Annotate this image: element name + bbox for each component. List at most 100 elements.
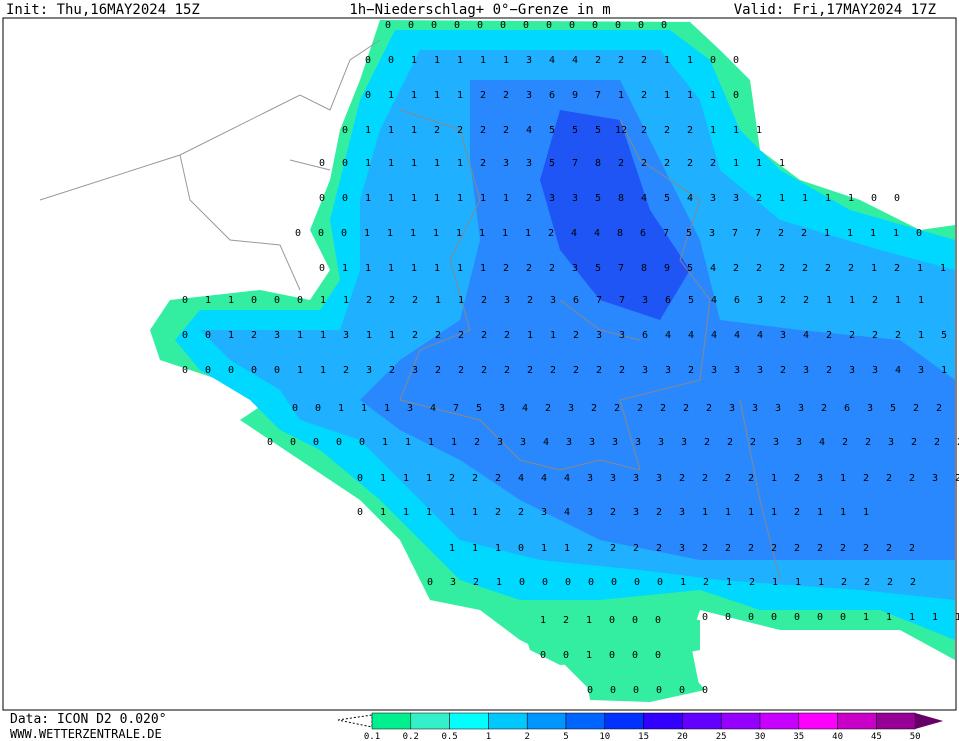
- grid-value: 1: [941, 365, 947, 376]
- legend-swatch: [526, 712, 567, 730]
- grid-value: 2: [472, 473, 478, 484]
- grid-value: 1: [434, 158, 440, 169]
- grid-value: 2: [587, 543, 593, 554]
- grid-value: 0: [710, 55, 716, 66]
- grid-value: 0: [342, 193, 348, 204]
- grid-value: 2: [434, 125, 440, 136]
- grid-value: 2: [637, 403, 643, 414]
- grid-value: 2: [826, 330, 832, 341]
- grid-value: 6: [642, 330, 648, 341]
- grid-value: 0: [871, 193, 877, 204]
- grid-value: 0: [357, 507, 363, 518]
- grid-value: 2: [725, 473, 731, 484]
- grid-value: 1: [384, 403, 390, 414]
- grid-value: 4: [757, 330, 763, 341]
- grid-value: 0: [342, 158, 348, 169]
- grid-value: 2: [704, 437, 710, 448]
- grid-value: 3: [343, 330, 349, 341]
- grid-value: 7: [572, 158, 578, 169]
- grid-value: 0: [518, 543, 524, 554]
- grid-value: 0: [251, 365, 257, 376]
- grid-value: 4: [571, 228, 577, 239]
- grid-value: 3: [499, 403, 505, 414]
- grid-value: 7: [596, 295, 602, 306]
- grid-value: 0: [655, 615, 661, 626]
- grid-value: 2: [887, 577, 893, 588]
- grid-value: 0: [523, 20, 529, 31]
- grid-value: 1: [918, 295, 924, 306]
- grid-value: 0: [292, 403, 298, 414]
- grid-value: 1: [472, 543, 478, 554]
- grid-value: 1: [365, 125, 371, 136]
- grid-value: 1: [733, 125, 739, 136]
- grid-value: 3: [658, 437, 664, 448]
- grid-value: 2: [641, 125, 647, 136]
- grid-value: 2: [474, 437, 480, 448]
- grid-value: 2: [495, 507, 501, 518]
- grid-value: 3: [665, 365, 671, 376]
- grid-value: 0: [840, 612, 846, 623]
- grid-value: 1: [932, 612, 938, 623]
- legend-swatch: [682, 712, 722, 730]
- grid-value: 1: [586, 650, 592, 661]
- grid-value: 1: [388, 263, 394, 274]
- grid-value: 6: [734, 295, 740, 306]
- grid-value: 0: [661, 20, 667, 31]
- grid-value: 2: [366, 295, 372, 306]
- grid-value: 0: [408, 20, 414, 31]
- precip-area: [585, 670, 705, 702]
- grid-value: 2: [801, 228, 807, 239]
- grid-value: 2: [591, 403, 597, 414]
- grid-value: 2: [779, 263, 785, 274]
- grid-value: 2: [610, 543, 616, 554]
- grid-value: 1: [802, 193, 808, 204]
- grid-value: 2: [480, 90, 486, 101]
- precip-area: [360, 80, 955, 560]
- grid-value: 3: [932, 473, 938, 484]
- grid-value: 0: [205, 365, 211, 376]
- grid-value: 2: [913, 403, 919, 414]
- grid-value: 0: [615, 20, 621, 31]
- grid-value: 3: [798, 403, 804, 414]
- grid-value: 2: [778, 228, 784, 239]
- grid-value: 1: [411, 125, 417, 136]
- grid-value: 2: [573, 330, 579, 341]
- grid-value: 1: [540, 615, 546, 626]
- grid-value: 1: [779, 193, 785, 204]
- grid-value: 2: [481, 365, 487, 376]
- grid-value: 1: [756, 125, 762, 136]
- grid-value: 1: [863, 612, 869, 623]
- grid-value: 7: [595, 90, 601, 101]
- grid-value: 1: [320, 365, 326, 376]
- grid-value: 1: [388, 125, 394, 136]
- legend-swatch: [720, 712, 761, 730]
- grid-value: 3: [888, 437, 894, 448]
- grid-value: 2: [679, 473, 685, 484]
- grid-value: 2: [503, 263, 509, 274]
- grid-value: 3: [679, 507, 685, 518]
- grid-value: 2: [504, 330, 510, 341]
- grid-value: 6: [573, 295, 579, 306]
- grid-value: 0: [565, 577, 571, 588]
- grid-value: 2: [748, 543, 754, 554]
- grid-value: 2: [457, 125, 463, 136]
- grid-value: 7: [453, 403, 459, 414]
- legend-label: 2: [524, 732, 529, 741]
- grid-value: 0: [609, 615, 615, 626]
- border: [399, 109, 781, 581]
- grid-value: 2: [563, 615, 569, 626]
- grid-value: 3: [679, 543, 685, 554]
- grid-value: 1: [426, 507, 432, 518]
- grid-value: 0: [182, 330, 188, 341]
- grid-value: 1: [449, 507, 455, 518]
- grid-value: 1: [365, 193, 371, 204]
- grid-value: 12: [615, 125, 627, 136]
- grid-value: 5: [595, 263, 601, 274]
- grid-value: 0: [357, 473, 363, 484]
- grid-value: 2: [619, 365, 625, 376]
- grid-value: 0: [587, 685, 593, 696]
- grid-value: 3: [642, 365, 648, 376]
- grid-value: 3: [504, 295, 510, 306]
- grid-value: 1: [449, 543, 455, 554]
- grid-value: 2: [817, 543, 823, 554]
